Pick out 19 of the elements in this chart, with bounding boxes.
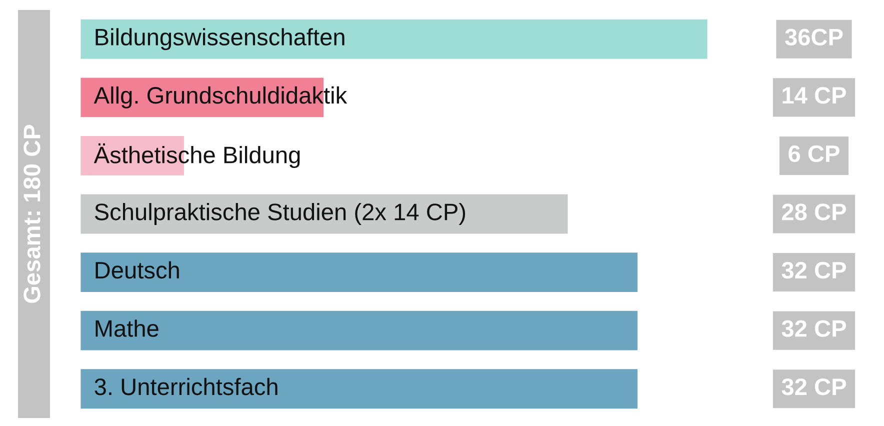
y-tick-label: Bildungswissenschaften: [96, 28, 344, 50]
data-label: 32 CP: [782, 262, 846, 279]
bar: [80, 368, 639, 410]
data-label: 36CP: [785, 28, 843, 46]
data-label: 6 CP: [788, 145, 840, 162]
y-tick-label: Schulpraktische Studien (2x 14 CP): [94, 202, 466, 226]
bar: [80, 309, 639, 352]
data-label: 28 CP: [782, 204, 846, 220]
data-label: 14 CP: [782, 87, 846, 104]
y-tick-label: Mathe: [96, 320, 158, 337]
y-tick-label: 3. Unterrichtsfach: [94, 378, 278, 396]
bar: [80, 192, 570, 236]
y-tick-label: Deutsch: [96, 261, 179, 279]
bar: [80, 251, 639, 294]
y-tick-label: Ästhetische Bildung: [94, 143, 300, 168]
data-label: 32 CP: [782, 378, 846, 396]
text: Gesamt: 180 CP: [24, 124, 40, 303]
data-label: 32 CP: [782, 320, 846, 337]
bar: [80, 18, 708, 60]
